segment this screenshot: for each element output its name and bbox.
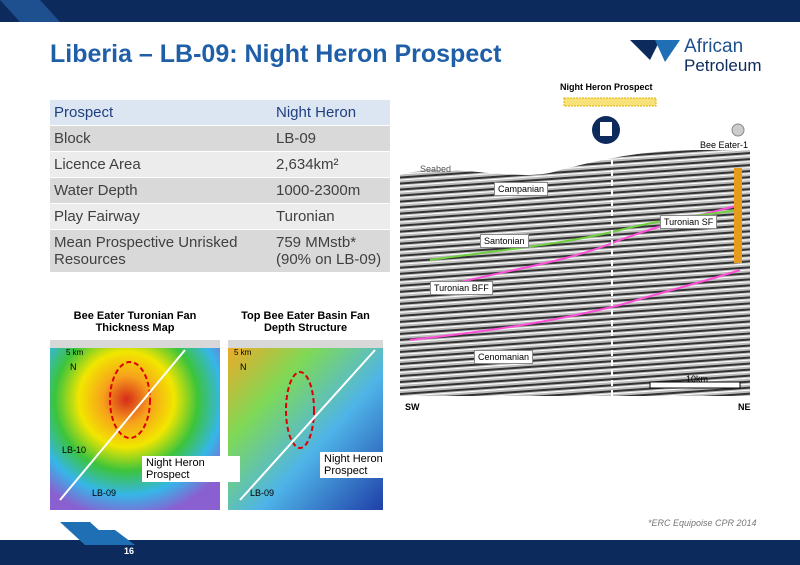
horizon-label: Turonian BFF bbox=[430, 281, 493, 295]
cell: 2,634km² bbox=[276, 156, 339, 173]
footnote: *ERC Equipoise CPR 2014 bbox=[648, 518, 757, 528]
cell: Water Depth bbox=[54, 182, 138, 199]
prospect-label: Night Heron Prospect bbox=[320, 452, 418, 478]
scale: 5 km bbox=[234, 348, 252, 357]
label: Seabed bbox=[420, 164, 452, 174]
prospect-label: Night Heron Prospect bbox=[142, 456, 240, 482]
map-title: Bee Eater Turonian Fan Thickness Map bbox=[73, 310, 197, 334]
cell: Turonian bbox=[276, 208, 335, 225]
scale: 10km bbox=[686, 374, 709, 384]
horizon-label: Campanian bbox=[494, 182, 549, 196]
map-title: Top Bee Eater Basin Fan Depth Structure bbox=[241, 310, 370, 334]
horizon-label: Turonian SF bbox=[660, 215, 718, 229]
logo-text: Petroleum bbox=[684, 56, 762, 75]
cell: 759 MMstb* (90% on LB-09) bbox=[276, 234, 382, 268]
cell: Mean Prospective Unrisked Resources bbox=[54, 234, 238, 268]
cell: LB-09 bbox=[276, 130, 317, 147]
cell: Night Heron bbox=[276, 104, 357, 121]
block: LB-09 bbox=[92, 488, 117, 498]
horizon-label: Cenomanian bbox=[474, 350, 534, 364]
scale: 5 km bbox=[66, 348, 84, 357]
table-row: Play Fairway Turonian bbox=[50, 204, 390, 230]
table-row: Licence Area 2,634km² bbox=[50, 152, 390, 178]
north: N bbox=[70, 362, 77, 372]
cell: Licence Area bbox=[54, 156, 141, 173]
table-row: Mean Prospective Unrisked Resources 759 M… bbox=[50, 230, 390, 273]
direction: NE bbox=[738, 402, 751, 412]
table-row: Block LB-09 bbox=[50, 126, 390, 152]
horizon-label: Santonian bbox=[480, 234, 529, 248]
block: LB-09 bbox=[250, 488, 275, 498]
title: Liberia – LB-09: Night Heron Prospect bbox=[50, 40, 502, 68]
cell: Play Fairway bbox=[54, 208, 140, 225]
table-header: Prospect Night Heron bbox=[50, 100, 390, 126]
table-row: Water Depth 1000-2300m bbox=[50, 178, 390, 204]
label: Bee Eater-1 bbox=[700, 140, 749, 150]
label: Night Heron Prospect bbox=[560, 82, 653, 92]
block: LB-10 bbox=[62, 445, 87, 455]
cell: Prospect bbox=[54, 104, 114, 121]
cell: 1000-2300m bbox=[276, 182, 361, 199]
north: N bbox=[240, 362, 247, 372]
direction: SW bbox=[405, 402, 420, 412]
logo-text: African bbox=[684, 36, 744, 57]
cell: Block bbox=[54, 130, 91, 147]
page-number: 16 bbox=[124, 546, 135, 556]
